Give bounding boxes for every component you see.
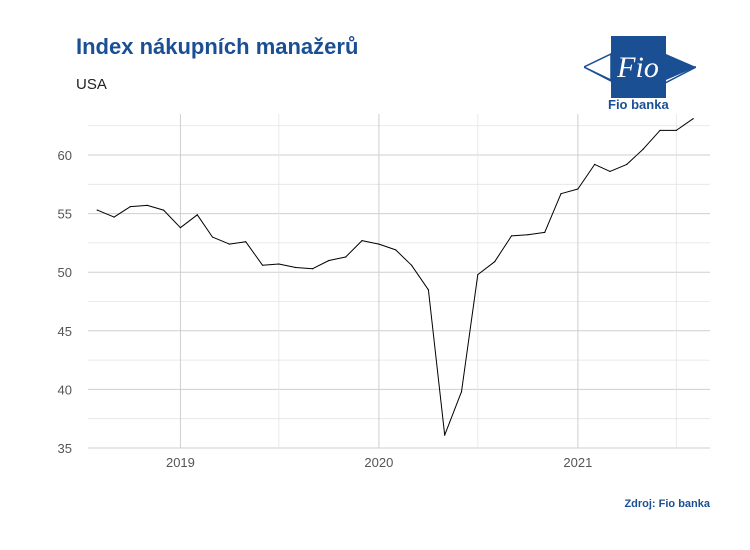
data-point [146, 204, 148, 207]
data-point [129, 205, 132, 208]
x-axis: 2019 2020 2021 [166, 455, 592, 470]
data-point [444, 434, 446, 436]
data-point [527, 234, 529, 236]
data-point [560, 193, 562, 195]
x-tick-label: 2019 [166, 455, 195, 470]
data-point [162, 209, 165, 211]
logo-name: Fio banka [608, 97, 669, 112]
data-point [361, 239, 363, 242]
data-point [494, 261, 496, 263]
data-point [245, 241, 247, 243]
data-point [228, 243, 230, 245]
y-tick-label: 50 [58, 265, 72, 280]
source-note: Zdroj: Fio banka [624, 498, 710, 510]
y-tick-label: 60 [58, 148, 72, 163]
x-tick-label: 2020 [364, 455, 393, 470]
data-point [510, 235, 513, 237]
data-point [692, 118, 694, 120]
data-point [626, 163, 628, 165]
data-point [295, 266, 297, 269]
data-point [410, 264, 413, 266]
series [96, 118, 694, 436]
chart-title: Index nákupních manažerů [76, 34, 359, 59]
data-point [261, 264, 264, 266]
y-tick-label: 35 [58, 441, 72, 456]
series-line [97, 118, 694, 436]
data-point [675, 129, 677, 132]
data-point [96, 209, 98, 211]
data-point [642, 148, 644, 150]
grid [88, 114, 710, 449]
data-point [196, 214, 198, 216]
y-axis: 35 40 45 50 55 60 [58, 148, 72, 456]
y-tick-label: 45 [58, 324, 72, 339]
data-point [179, 227, 182, 229]
data-point [311, 268, 314, 270]
data-point [544, 231, 546, 233]
data-point [211, 236, 214, 238]
data-point [477, 273, 479, 276]
data-point [113, 216, 115, 218]
data-point [395, 249, 397, 251]
x-tick-label: 2021 [563, 455, 592, 470]
data-point [345, 256, 347, 258]
data-point [594, 163, 596, 165]
data-point [659, 129, 661, 132]
data-point [427, 289, 429, 291]
data-point [577, 188, 579, 190]
data-point [278, 263, 280, 265]
data-point [328, 259, 330, 262]
chart-subtitle: USA [76, 76, 107, 93]
y-tick-label: 55 [58, 207, 72, 222]
logo-mark-text: Fio [616, 51, 659, 84]
data-point [460, 391, 463, 393]
data-point [378, 243, 380, 245]
data-point [609, 170, 611, 173]
y-tick-label: 40 [58, 382, 72, 397]
fio-logo-icon: Fio [584, 36, 696, 98]
